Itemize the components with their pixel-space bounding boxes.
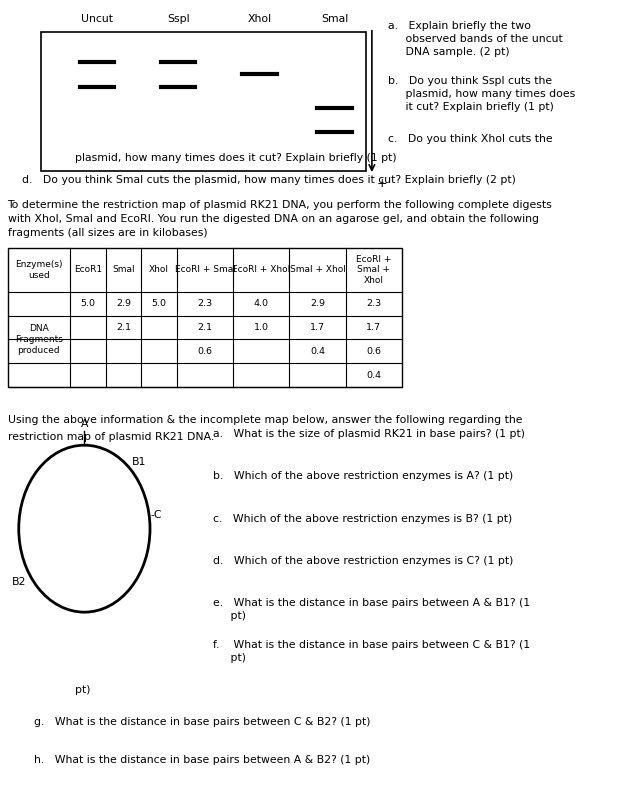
Text: h.   What is the distance in base pairs between A & B2? (1 pt): h. What is the distance in base pairs be…	[34, 755, 371, 766]
Text: g.   What is the distance in base pairs between C & B2? (1 pt): g. What is the distance in base pairs be…	[34, 717, 371, 727]
Text: c.   Which of the above restriction enzymes is B? (1 pt): c. Which of the above restriction enzyme…	[213, 514, 512, 524]
Text: B2: B2	[12, 577, 27, 588]
Text: Xhol: Xhol	[149, 266, 169, 274]
Text: Enzyme(s)
used: Enzyme(s) used	[15, 260, 63, 280]
Text: A: A	[81, 419, 88, 429]
Text: plasmid, how many times does it cut? Explain briefly (1 pt): plasmid, how many times does it cut? Exp…	[75, 153, 397, 163]
Text: 2.9: 2.9	[116, 299, 131, 308]
Text: DNA
Fragments
produced: DNA Fragments produced	[15, 324, 63, 355]
Text: Smal + Xhol: Smal + Xhol	[289, 266, 346, 274]
Text: Smal: Smal	[321, 14, 348, 24]
Text: B1: B1	[131, 457, 146, 467]
Text: 4.0: 4.0	[254, 299, 269, 308]
Text: 0.4: 0.4	[310, 347, 325, 356]
Text: 1.0: 1.0	[254, 323, 269, 332]
Text: Uncut: Uncut	[81, 14, 113, 24]
Text: 2.3: 2.3	[366, 299, 381, 308]
Text: e.   What is the distance in base pairs between A & B1? (1
     pt): e. What is the distance in base pairs be…	[213, 598, 529, 621]
Text: 5.0: 5.0	[152, 299, 166, 308]
Text: c.   Do you think Xhol cuts the: c. Do you think Xhol cuts the	[388, 134, 552, 144]
Text: To determine the restriction map of plasmid RK21 DNA, you perform the following : To determine the restriction map of plas…	[8, 200, 552, 238]
Text: 1.7: 1.7	[366, 323, 381, 332]
Text: d.   Do you think Smal cuts the plasmid, how many times does it cut? Explain bri: d. Do you think Smal cuts the plasmid, h…	[22, 175, 516, 185]
Text: Smal: Smal	[112, 266, 135, 274]
Text: -C: -C	[151, 510, 162, 520]
Text: b.   Which of the above restriction enzymes is A? (1 pt): b. Which of the above restriction enzyme…	[213, 471, 512, 482]
Text: f.    What is the distance in base pairs between C & B1? (1
     pt): f. What is the distance in base pairs be…	[213, 640, 529, 663]
Text: Using the above information & the incomplete map below, answer the following reg: Using the above information & the incomp…	[8, 415, 522, 425]
Text: 5.0: 5.0	[81, 299, 96, 308]
Text: 2.3: 2.3	[198, 299, 212, 308]
Text: 2.9: 2.9	[310, 299, 325, 308]
Bar	[8, 248, 402, 387]
Text: 2.1: 2.1	[116, 323, 131, 332]
Text: 0.6: 0.6	[366, 347, 381, 356]
Text: +: +	[377, 177, 388, 190]
Bar	[41, 32, 366, 171]
Text: pt): pt)	[75, 685, 91, 696]
Text: 2.1: 2.1	[198, 323, 212, 332]
Text: EcoR1: EcoR1	[74, 266, 102, 274]
Text: Xhol: Xhol	[248, 14, 271, 24]
Text: Sspl: Sspl	[167, 14, 189, 24]
Text: 1.7: 1.7	[310, 323, 325, 332]
Text: a.   Explain briefly the two
     observed bands of the uncut
     DNA sample. (: a. Explain briefly the two observed band…	[388, 21, 562, 57]
Text: d.   Which of the above restriction enzymes is C? (1 pt): d. Which of the above restriction enzyme…	[213, 556, 513, 566]
Text: b.   Do you think Sspl cuts the
     plasmid, how many times does
     it cut? E: b. Do you think Sspl cuts the plasmid, h…	[388, 76, 575, 112]
Text: a.   What is the size of plasmid RK21 in base pairs? (1 pt): a. What is the size of plasmid RK21 in b…	[213, 429, 524, 440]
Text: 0.6: 0.6	[198, 347, 212, 356]
Text: EcoRI +
Smal +
Xhol: EcoRI + Smal + Xhol	[356, 255, 391, 285]
Text: EcoRI + Smal: EcoRI + Smal	[174, 266, 236, 274]
Text: restriction map of plasmid RK21 DNA.: restriction map of plasmid RK21 DNA.	[8, 432, 214, 443]
Text: 0.4: 0.4	[366, 370, 381, 380]
Text: EcoRI + Xhol: EcoRI + Xhol	[232, 266, 291, 274]
